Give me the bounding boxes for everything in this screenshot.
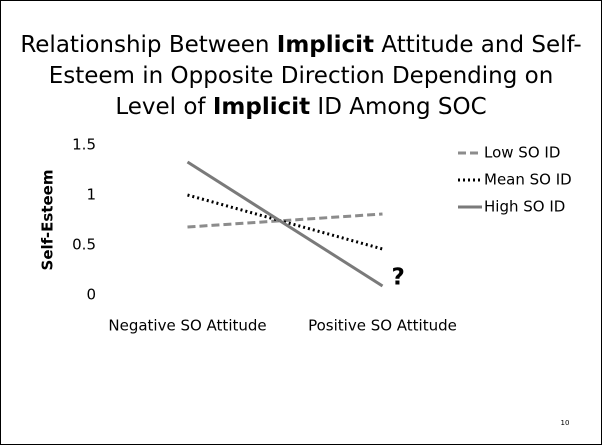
chart-title-line: Level of Implicit ID Among SOC	[115, 94, 486, 120]
series-line	[186, 160, 384, 288]
legend-label: Low SO ID	[484, 144, 560, 162]
annotation: ?	[392, 265, 405, 291]
y-tick-label: 1.5	[72, 136, 96, 154]
series-line	[187, 193, 383, 251]
slide-number: 10	[561, 419, 570, 427]
y-tick-label: 0	[86, 286, 96, 304]
chart-title-run: Implicit	[213, 94, 310, 120]
chart-title-run: Relationship Between	[20, 32, 276, 58]
y-axis-label: Self-Esteem	[39, 170, 57, 271]
chart-title-line: Esteem in Opposite Direction Depending o…	[49, 63, 554, 89]
chart-title-run: Attitude and Self-	[374, 32, 582, 58]
chart-title-run: Esteem in Opposite Direction Depending o…	[49, 63, 554, 89]
legend-label: High SO ID	[484, 198, 565, 216]
chart-title-run: Implicit	[277, 32, 374, 58]
y-tick-label: 1	[86, 186, 96, 204]
chart-title-line: Relationship Between Implicit Attitude a…	[20, 32, 581, 58]
y-tick-label: 0.5	[72, 236, 96, 254]
chart-title-run: ID Among SOC	[310, 94, 487, 120]
x-tick-label: Positive SO Attitude	[308, 317, 457, 335]
chart-title-run: Level of	[115, 94, 213, 120]
x-tick-label: Negative SO Attitude	[108, 317, 266, 335]
legend-label: Mean SO ID	[484, 171, 572, 189]
